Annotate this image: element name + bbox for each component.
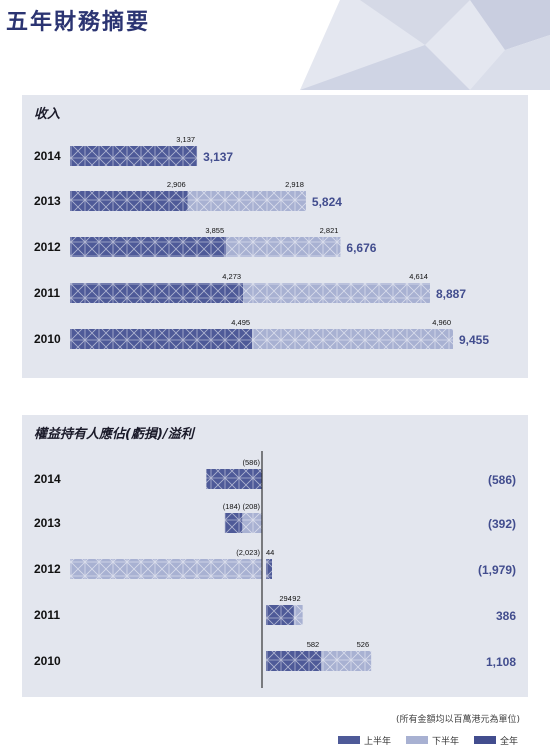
data-label: 526 [357, 640, 370, 649]
bar-first-half [70, 146, 198, 166]
page-title: 五年財務摘要 [6, 10, 151, 35]
bar-first-half [70, 559, 262, 579]
legend-item-total: 全年 [474, 734, 519, 747]
total-label: (586) [488, 473, 516, 487]
total-label: 5,824 [312, 195, 342, 209]
profit-chart-title: 權益持有人應佔(虧損)/溢利 [34, 427, 194, 442]
total-label: 3,137 [203, 150, 233, 164]
year-label: 2012 [34, 562, 61, 576]
bar-first-half [70, 191, 188, 211]
data-label: (184) [223, 502, 241, 511]
data-label: 4,614 [409, 272, 428, 281]
data-label: (208) [242, 502, 260, 511]
revenue-chart-title: 收入 [34, 107, 61, 122]
bar-second-half [252, 329, 453, 349]
year-label: 2012 [34, 240, 61, 254]
legend-swatch-h1 [338, 736, 360, 744]
bar-first-half [206, 469, 262, 489]
data-label: 2,821 [320, 226, 339, 235]
year-label: 2011 [34, 608, 60, 622]
header-decoration [0, 0, 550, 90]
bar-first-half [70, 283, 244, 303]
bar-second-half [293, 605, 303, 625]
bar-first-half [70, 329, 253, 349]
legend-label-h2: 下半年 [432, 736, 460, 747]
data-label: 3,137 [176, 135, 195, 144]
total-label: 386 [496, 609, 516, 623]
year-label: 2014 [34, 472, 61, 486]
data-label: 2,918 [285, 180, 304, 189]
total-label: 8,887 [436, 287, 466, 301]
data-label: 92 [292, 594, 300, 603]
bar-first-half [224, 513, 243, 533]
page-header: 五年財務摘要 [0, 0, 550, 90]
data-label: 44 [266, 548, 274, 557]
legend-label-h1: 上半年 [364, 736, 392, 747]
revenue-chart: 2014 3,137 3,137 2013 2,906 2,918 5,824 2012 3,8… [34, 135, 489, 349]
total-label: 9,455 [459, 333, 489, 347]
profit-panel: 權益持有人應佔(虧損)/溢利 2014 (586) (586) 2013 (208) (1… [22, 415, 528, 697]
data-label: 294 [279, 594, 292, 603]
data-label: (2,023) [236, 548, 260, 557]
profit-chart: 2014 (586) (586) 2013 (208)(184) (392) 2012 (2,… [34, 451, 516, 688]
total-label: (1,979) [478, 563, 516, 577]
year-label: 2011 [34, 286, 60, 300]
data-label: 2,906 [167, 180, 186, 189]
data-label: 4,273 [222, 272, 241, 281]
total-label: 6,676 [346, 241, 376, 255]
year-label: 2013 [34, 194, 61, 208]
year-label: 2010 [34, 332, 61, 346]
bar-second-half [226, 237, 341, 257]
data-label: 582 [307, 640, 320, 649]
bar-second-half [266, 559, 272, 579]
bar-first-half [266, 651, 322, 671]
legend-label-total: 全年 [500, 736, 519, 747]
year-label: 2013 [34, 516, 61, 530]
legend-item-h1: 上半年 [338, 734, 392, 747]
bar-second-half [243, 283, 430, 303]
total-label: 1,108 [486, 655, 516, 669]
footer-note: (所有金額均以百萬港元為單位) [395, 715, 520, 725]
data-label: 3,855 [205, 226, 224, 235]
total-label: (392) [488, 517, 516, 531]
bar-first-half [70, 237, 227, 257]
year-label: 2014 [34, 149, 61, 163]
bar-second-half [321, 651, 372, 671]
data-label: (586) [242, 458, 260, 467]
data-label: 4,495 [231, 318, 250, 327]
legend-swatch-h2 [406, 736, 428, 744]
legend-swatch-total [474, 736, 496, 744]
bar-first-half [266, 605, 294, 625]
legend-item-h2: 下半年 [406, 734, 460, 747]
year-label: 2010 [34, 654, 61, 668]
bar-second-half [242, 513, 262, 533]
bar-second-half [187, 191, 306, 211]
data-label: 4,960 [432, 318, 451, 327]
revenue-panel: 收入 2014 3,137 3,137 2013 2,906 2,918 5,824 2012… [22, 95, 528, 378]
